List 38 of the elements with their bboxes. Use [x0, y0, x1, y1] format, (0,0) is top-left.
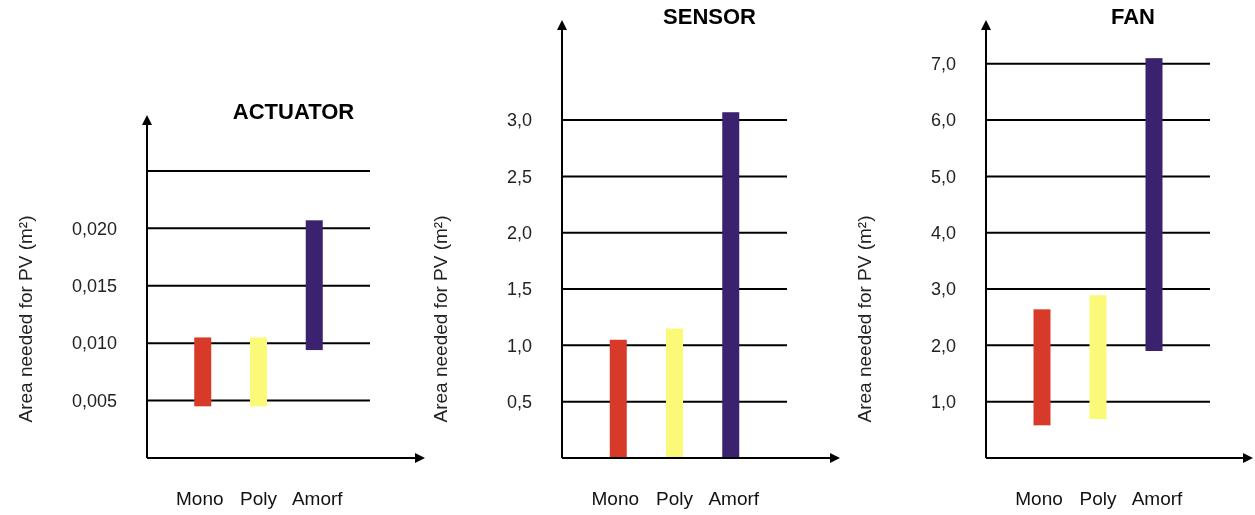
y-tick-label: 5,0 [930, 166, 956, 187]
y-tick-label: 0,005 [71, 390, 117, 411]
y-tick-label: 0,5 [506, 391, 532, 412]
x-tick-label: Amorf [708, 488, 760, 509]
y-axis-title: Area needed for PV (m²) [15, 215, 36, 423]
bar [609, 339, 627, 458]
y-tick-label: 6,0 [930, 110, 956, 131]
x-tick-label: Poly [1079, 488, 1117, 509]
bar [1089, 295, 1107, 420]
bar [1033, 309, 1051, 426]
y-tick-label: 3,0 [506, 110, 532, 131]
x-tick-label: Amorf [1131, 488, 1184, 509]
y-tick-label: 4,0 [930, 223, 956, 244]
x-tick-label: Mono [1015, 488, 1063, 509]
x-tick-label: Poly [656, 488, 694, 509]
y-axis-title: Area needed for PV (m²) [430, 215, 451, 423]
x-tick-label: Poly [240, 488, 278, 509]
y-tick-label: 2,0 [930, 335, 956, 356]
y-tick-label: 0,015 [71, 276, 117, 297]
bar [666, 328, 683, 458]
y-tick-label: 0,010 [71, 333, 117, 354]
y-tick-label: 7,0 [930, 54, 956, 75]
bar [722, 112, 740, 458]
y-tick-label: 0,020 [71, 218, 117, 239]
bar [1145, 58, 1163, 351]
y-tick-label: 2,5 [506, 166, 532, 187]
y-tick-label: 1,0 [930, 391, 956, 412]
chart-title: SENSOR [663, 4, 757, 29]
y-axis-title: Area needed for PV (m²) [854, 215, 875, 423]
y-tick-label: 3,0 [930, 279, 956, 300]
x-tick-label: Amorf [291, 488, 344, 509]
chart-title: ACTUATOR [232, 99, 355, 124]
x-tick-label: Mono [591, 488, 640, 509]
x-tick-label: Mono [175, 488, 224, 509]
chart-title: FAN [1111, 4, 1155, 29]
y-tick-label: 1,5 [506, 279, 532, 300]
y-tick-label: 2,0 [506, 223, 532, 244]
y-tick-label: 1,0 [506, 335, 532, 356]
